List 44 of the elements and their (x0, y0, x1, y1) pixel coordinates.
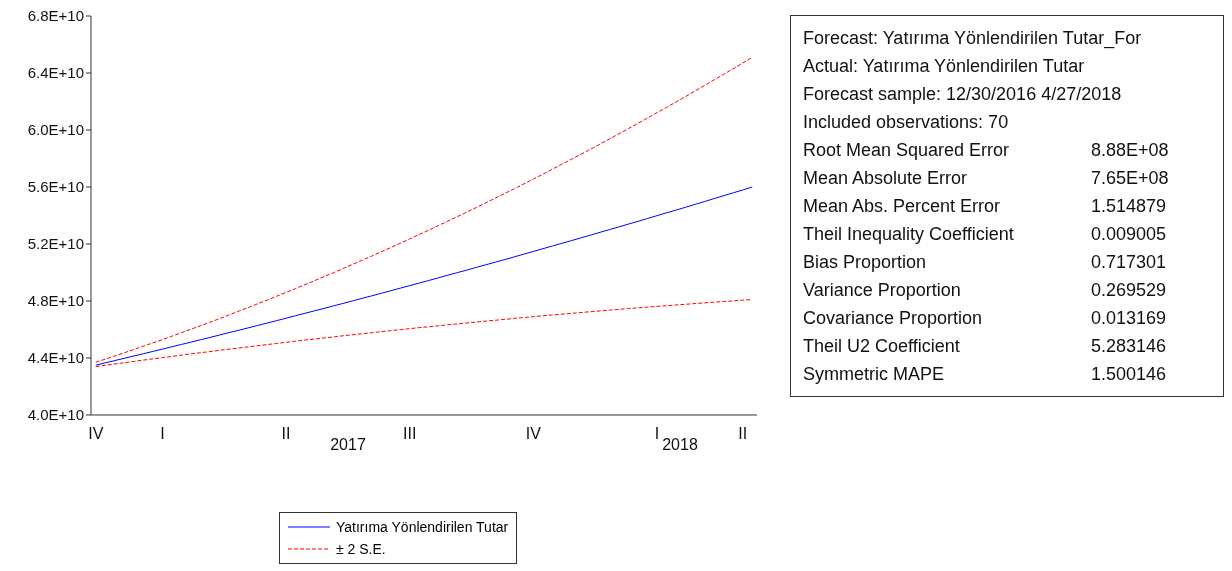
y-tick-label: 6.8E+10 (27, 7, 84, 25)
category-label: Actual: Yatırıma Yönlendirilen Tutar (803, 55, 1085, 77)
category-label: Mean Absolute Error (803, 167, 969, 189)
text: 5.283146 (1091, 335, 1167, 356)
text: 0.009005 (1091, 223, 1167, 244)
text: 7.65E+08 (1091, 167, 1169, 188)
x-tick-label: II (738, 425, 748, 442)
text: 0.269529 (1091, 279, 1167, 300)
category-label: Included observations: 70 (803, 111, 1009, 133)
y-tick-label: 6.4E+10 (27, 64, 84, 82)
y-tick-label: 4.0E+10 (27, 406, 84, 424)
x-tick-label: II (281, 425, 291, 442)
y-tick-label: 6.0E+10 (27, 121, 84, 139)
y-tick-label: 5.2E+10 (27, 235, 84, 253)
legend-label: ± 2 S.E. (336, 541, 386, 557)
text: 2018 (662, 436, 698, 454)
category-label: Forecast sample: 12/30/2016 4/27/2018 (803, 83, 1122, 105)
text: 1.500146 (1091, 363, 1167, 384)
category-label: Symmetric MAPE (803, 363, 945, 385)
category-label: Theil U2 Coefficient (803, 335, 961, 357)
category-label: Bias Proportion (803, 251, 928, 273)
text: 0.717301 (1091, 251, 1167, 272)
category-label: Theil Inequality Coefficient (803, 223, 1015, 245)
x-tick-label: IV (525, 425, 542, 442)
category-label: Covariance Proportion (803, 307, 984, 329)
y-tick-label: 5.6E+10 (27, 178, 84, 196)
x-tick-label: I (654, 425, 660, 442)
text: 8.88E+08 (1091, 139, 1169, 160)
x-tick-label: I (160, 425, 165, 442)
category-label: Forecast: Yatırıma Yönlendirilen Tutar_For (803, 27, 1142, 49)
line-series (95, 56, 753, 363)
text: 2017 (330, 436, 366, 454)
category-label: Mean Abs. Percent Error (803, 195, 1002, 217)
text: 1.514879 (1091, 195, 1167, 216)
line-series (95, 299, 753, 368)
line-series (95, 186, 753, 366)
x-tick-label: III (403, 425, 417, 442)
y-tick-label: 4.4E+10 (27, 349, 84, 367)
category-label: Root Mean Squared Error (803, 139, 1011, 161)
y-tick-label: 4.8E+10 (27, 292, 84, 310)
x-tick-label: IV (88, 425, 104, 442)
category-label: Variance Proportion (803, 279, 962, 301)
legend-label: Yatırıma Yönlendirilen Tutar (336, 519, 509, 535)
text: 0.013169 (1091, 307, 1167, 328)
